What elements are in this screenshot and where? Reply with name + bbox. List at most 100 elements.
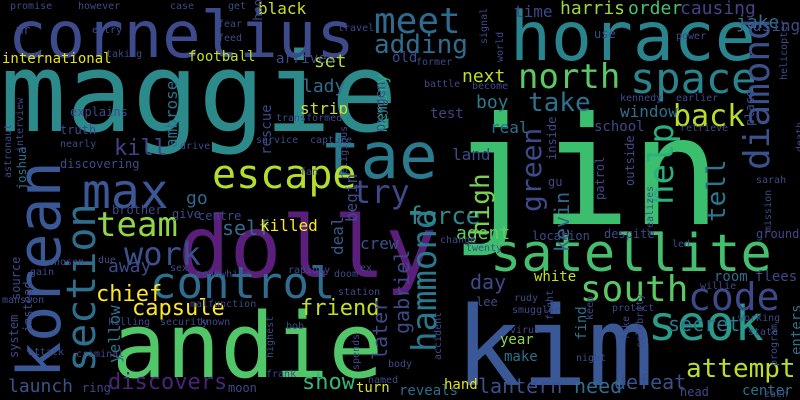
word-satellite: satellite (490, 224, 772, 284)
word-body: body (388, 359, 413, 370)
word-center: center (742, 383, 793, 399)
word-oxygen: oxygen (373, 81, 389, 132)
word-travel: travel (338, 23, 375, 34)
word-entry: entry (92, 25, 123, 36)
word-try: try (352, 173, 410, 211)
word-self: self (222, 216, 271, 240)
word-discovering: discovering (60, 157, 140, 171)
word-bob: bob (286, 321, 305, 332)
word-get: get (228, 1, 247, 12)
word-mansion: mansion (2, 295, 45, 306)
word-time: time (514, 2, 553, 21)
word-give: give (172, 207, 201, 221)
word-centre: centre (198, 209, 242, 223)
word-year: year (500, 332, 534, 348)
word-adding: adding (374, 30, 468, 60)
word-football: football (188, 49, 256, 65)
word-world: world (495, 31, 506, 62)
word-hand: hand (444, 377, 478, 393)
word-horace: horace (510, 0, 756, 77)
word-feed: feed (218, 33, 243, 44)
word-launch: launch (8, 376, 74, 397)
word-brother: brother (112, 203, 163, 217)
word-promise: promise (10, 1, 53, 12)
word-capsule: capsule (132, 296, 225, 321)
word-station: station (338, 287, 381, 298)
word-killed: killed (260, 216, 318, 235)
word-room: room (714, 269, 748, 285)
word-explains: explains (70, 105, 128, 119)
word-use: use (594, 27, 616, 41)
word-transformed: transformed (276, 113, 343, 124)
word-go: go (186, 188, 208, 209)
word-signal: signal (479, 7, 490, 44)
word-nearly: nearly (60, 139, 97, 150)
word-escape: escape (212, 152, 357, 198)
word-shoot: shoot (251, 0, 265, 28)
word-tell: tell (702, 159, 732, 222)
word-system: system (7, 314, 21, 358)
word-day: day (470, 270, 507, 294)
word-moon: moon (228, 381, 257, 395)
word-doom: doom (334, 269, 359, 280)
word-ground: ground (756, 227, 800, 241)
word-realizes: realizes (645, 185, 656, 234)
word-international: international (2, 51, 112, 67)
word-smuggler: smuggler (512, 305, 561, 316)
word-named: named (368, 375, 399, 386)
word-gain: gain (30, 267, 55, 278)
word-highest: highest (265, 315, 276, 358)
word-zach: zach (764, 389, 789, 400)
word-fake: fake (621, 315, 632, 340)
word-lady: lady (302, 76, 346, 97)
word-white: white (534, 269, 577, 285)
word-malfunction: malfunction (190, 299, 257, 310)
word-sex: sex (170, 263, 189, 274)
word-kim: kim (455, 283, 654, 400)
word-rapidly: rapidly (288, 265, 331, 276)
word-spends: spends (351, 333, 362, 370)
word-willie: willie (700, 281, 737, 292)
word-earlier: earlier (676, 93, 719, 104)
word-chief: chief (96, 282, 163, 307)
word-ex: ex (360, 263, 373, 274)
word-cornelius: cornelius (8, 0, 355, 73)
word-need: need (574, 374, 623, 398)
word-take: take (528, 88, 591, 118)
word-helicopter: helicopter (779, 19, 790, 80)
word-harris: harris (560, 0, 626, 19)
word-kennedy: kennedy (620, 93, 663, 104)
word-make: make (504, 349, 538, 365)
word-control: control (150, 258, 336, 309)
word-truth: truth (60, 123, 97, 137)
word-secret: secret (668, 312, 741, 336)
word-state: state (748, 327, 779, 338)
word-fear: fear (218, 19, 243, 30)
word-reveals: reveals (399, 383, 459, 399)
word-code: code (688, 275, 780, 319)
word-gabriel: gabriel (390, 249, 414, 334)
word-inside: inside (545, 116, 559, 160)
word-school: school (594, 119, 645, 135)
word-joshua: joshua (15, 146, 29, 190)
word-former: former (416, 57, 453, 68)
word-window: window (620, 102, 678, 121)
word-tae: tae (322, 120, 438, 194)
word-patrol: patrol (593, 156, 607, 200)
word-defeat: defeat (614, 370, 687, 394)
word-green: green (515, 127, 548, 212)
word-virus: virus (510, 325, 541, 336)
word-order: order (628, 0, 683, 19)
word-ring: ring (82, 381, 111, 395)
word-working: working (738, 313, 781, 324)
word-meet: meet (374, 1, 461, 42)
word-boy: boy (476, 92, 509, 113)
word-enters: enters (789, 304, 800, 355)
word-criminal: criminal (76, 349, 125, 360)
word-arrives: arrives (276, 51, 336, 67)
word-maggie: maggie (0, 29, 398, 157)
word-program: program (769, 323, 780, 366)
word-become: become (472, 81, 509, 92)
word-capture: capture (310, 135, 353, 146)
